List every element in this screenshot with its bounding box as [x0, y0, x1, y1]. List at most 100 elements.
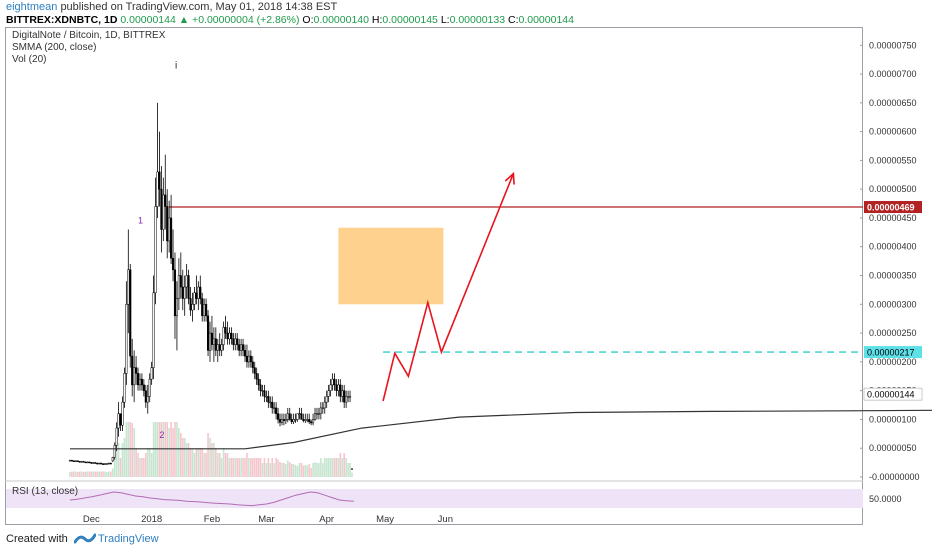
volume-bar [162, 422, 165, 477]
candle-body [267, 396, 270, 403]
volume-bar [197, 448, 200, 477]
last-price: 0.00000144 [120, 14, 176, 26]
volume-bar [133, 428, 135, 477]
volume-bar [320, 458, 322, 477]
candle-body [160, 188, 163, 230]
current-price-label: 0.00000144 [867, 390, 915, 400]
symbol-legend: DigitalNote / Bitcoin, 1D, BITTREX [12, 30, 166, 41]
candle-body [290, 419, 293, 422]
candle-body [125, 304, 128, 374]
candle-body [224, 327, 227, 334]
candle-body [317, 413, 320, 415]
candle-body [195, 292, 198, 299]
volume-bar [78, 471, 81, 477]
volume-bar [145, 453, 147, 477]
volume-bar [148, 448, 151, 477]
candle-body [327, 390, 330, 397]
x-tick-label: Dec [83, 514, 100, 525]
y-tick-label: 0.00000600 [869, 127, 917, 137]
candle-body [319, 407, 322, 414]
volume-bar [191, 448, 194, 477]
candle-body [294, 419, 297, 421]
volume-bar [129, 422, 132, 477]
candle-body [185, 275, 188, 288]
volume-bar [300, 463, 303, 477]
volume-bar [135, 448, 137, 477]
author-link[interactable]: eightmean [6, 1, 58, 13]
candle-body [245, 355, 248, 363]
volume-bar [69, 472, 71, 477]
candle-body [103, 463, 107, 465]
candle-body [243, 350, 247, 357]
candle-body [273, 407, 276, 409]
candle-body [105, 463, 108, 465]
volume-bar [108, 471, 110, 477]
volume-bar [141, 458, 143, 477]
candle-body [302, 419, 305, 421]
volume-bar [213, 443, 215, 477]
volume-bar [337, 458, 340, 477]
forecast-arrow-head [504, 171, 515, 185]
candle-body [197, 286, 200, 299]
volume-bar [178, 428, 180, 477]
candle-body [335, 384, 338, 391]
candle-body [341, 390, 344, 397]
current-price-tag [863, 387, 923, 401]
volume-bar [102, 471, 104, 477]
volume-bar [80, 471, 83, 477]
volume-bar [269, 463, 272, 477]
candle-body [135, 367, 138, 374]
volume-bar [335, 458, 338, 477]
volume-bar [259, 458, 262, 477]
candle-body [146, 396, 149, 403]
candle-body [236, 338, 239, 345]
volume-bar [279, 462, 281, 477]
resistance-price-tag [864, 201, 922, 214]
volume-bar [294, 465, 297, 477]
price-chart[interactable]: 0.00000750 0.00000700 0.00000650 0.00000600… [0, 0, 932, 528]
volume-bar [113, 458, 116, 477]
candle-body [323, 401, 326, 409]
resistance-price-label: 0.00000469 [867, 203, 915, 213]
volume-bar [304, 465, 307, 477]
candle-body [247, 355, 250, 363]
volume-bar [226, 453, 229, 477]
candle-body [230, 332, 233, 340]
candle-body [171, 258, 175, 271]
candle-body [313, 413, 317, 420]
candle-body [261, 390, 264, 392]
volume-bar [139, 458, 141, 477]
low-value: 0.00000133 [449, 14, 506, 26]
volume-bar [164, 422, 167, 477]
y-tick-label: 0.00000650 [869, 98, 917, 108]
volume-bar [137, 453, 139, 477]
volume-bar [181, 438, 184, 477]
candle-body [189, 298, 192, 311]
candle-body [84, 461, 87, 464]
volume-bar [292, 464, 295, 477]
candle-body [212, 338, 215, 345]
candle-body [278, 419, 282, 423]
volume-bar [117, 443, 120, 477]
x-tick-label: Feb [204, 514, 220, 525]
volume-bar [325, 458, 328, 477]
volume-bar [176, 422, 178, 477]
tradingview-brand-link[interactable]: TradingView [98, 533, 159, 545]
volume-bar [84, 471, 87, 477]
volume-bar [318, 463, 320, 477]
candle-body [288, 413, 291, 420]
volume-bar [203, 453, 205, 477]
candle-body [152, 292, 155, 368]
candle-body [325, 396, 328, 403]
volume-bar [119, 458, 122, 477]
volume-bar [216, 453, 219, 477]
volume-bar [242, 458, 244, 477]
y-tick-label: 0.00000250 [869, 328, 917, 338]
candle-body [100, 462, 103, 465]
candle-body [263, 390, 266, 397]
candle-body [80, 461, 83, 463]
candle-body [129, 269, 132, 357]
volume-bar [168, 428, 170, 477]
candle-body [343, 390, 346, 403]
candle-body [154, 206, 157, 294]
